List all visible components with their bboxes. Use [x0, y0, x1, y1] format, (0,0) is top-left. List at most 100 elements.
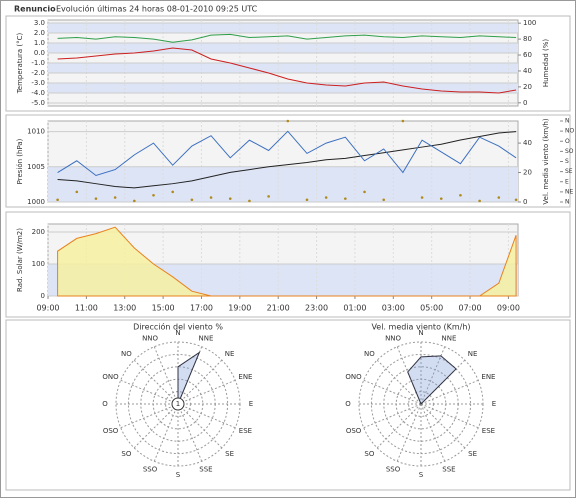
direction-label: SE [468, 450, 477, 458]
direction-label: O [102, 400, 108, 408]
direction-point [113, 196, 117, 199]
y-tick-label: -5.0 [31, 99, 45, 107]
y-tick-label: 2.0 [34, 29, 45, 37]
x-tick-label: 01:00 [343, 304, 366, 313]
x-tick-label: 13:00 [113, 304, 136, 313]
x-tick-label: 15:00 [152, 304, 175, 313]
direction-label: SSE [442, 466, 455, 474]
y-tick-label: 200 [32, 228, 45, 236]
direction-label: ESE [239, 427, 252, 435]
direction-point [133, 199, 136, 203]
x-tick-label: 05:00 [420, 304, 443, 313]
y-tick-label: -1.0 [31, 59, 45, 67]
direction-point [171, 190, 174, 194]
direction-label: SO [121, 450, 131, 458]
x-tick-label: 07:00 [459, 304, 482, 313]
x-tick-label: 11:00 [75, 304, 98, 313]
direction-label: SSO [143, 466, 158, 474]
direction-label: S [176, 471, 181, 479]
y-tick-label: 1010 [27, 128, 45, 136]
area [57, 226, 517, 297]
direction-point [305, 198, 309, 202]
direction-label: SSE [199, 466, 212, 474]
y-axis-title: Temperatura (°C) [16, 32, 24, 94]
direction-label: NNO [142, 334, 158, 342]
direction-label: NO [121, 350, 132, 358]
direction-point [344, 197, 347, 200]
y2-tick-label: 40 [523, 67, 532, 75]
rose-title: Dirección del viento % [133, 322, 223, 332]
direction-point [324, 196, 328, 199]
y3-tick-label: O [565, 138, 570, 145]
direction-point [514, 198, 518, 202]
direction-point [152, 193, 155, 197]
direction-point [420, 196, 424, 199]
direction-point [401, 119, 405, 123]
direction-label: NNE [441, 334, 456, 342]
direction-label: E [492, 400, 496, 408]
band [48, 23, 518, 33]
band [48, 166, 518, 202]
direction-point [497, 196, 501, 199]
x-tick-label: 03:00 [382, 304, 405, 313]
y2-tick-label: 20 [523, 83, 532, 91]
y-tick-label: 0.0 [34, 49, 45, 57]
direction-label: N [418, 329, 423, 337]
direction-label: S [419, 471, 424, 479]
direction-point [363, 190, 366, 194]
calm-value: 1 [176, 400, 180, 408]
direction-point [94, 197, 98, 200]
y2-tick-label: 0 [523, 198, 527, 206]
y3-tick-label: N [565, 118, 570, 125]
y-axis-title: Presión (hPa) [16, 138, 24, 184]
direction-label: ONO [102, 373, 119, 381]
direction-point [56, 198, 59, 202]
line [57, 130, 517, 177]
y2-tick-label: 80 [523, 35, 532, 43]
direction-label: NNE [198, 334, 213, 342]
direction-label: NO [364, 350, 375, 358]
direction-point [190, 198, 194, 202]
direction-point [248, 199, 251, 203]
y-tick-label: 0 [41, 292, 45, 300]
direction-point [459, 193, 462, 197]
direction-label: ENE [238, 373, 252, 381]
y3-tick-label: N [565, 199, 570, 206]
x-tick-label: 09:00 [36, 304, 59, 313]
direction-label: E [249, 400, 253, 408]
line [57, 33, 517, 43]
direction-point [75, 190, 79, 194]
y3-tick-label: SE [565, 168, 573, 175]
y-tick-label: -4.0 [31, 89, 45, 97]
y-tick-label: -3.0 [31, 79, 45, 87]
direction-point [382, 198, 386, 202]
y-tick-label: 1000 [27, 198, 45, 206]
x-tick-label: 19:00 [228, 304, 251, 313]
y3-tick-label: NE [565, 188, 573, 195]
direction-label: ONO [345, 373, 362, 381]
rose-area [177, 351, 201, 405]
y-tick-label: 1.0 [34, 39, 45, 47]
band [48, 63, 518, 73]
line [57, 47, 517, 94]
y2-axis-title: Humedad (%) [542, 39, 550, 88]
subtitle: Evolución últimas 24 horas 08-01-2010 09… [56, 4, 258, 14]
panel-frame [5, 319, 571, 491]
direction-label: SE [225, 450, 234, 458]
direction-point [267, 195, 270, 198]
direction-label: NNO [385, 334, 401, 342]
x-tick-label: 23:00 [305, 304, 328, 313]
x-tick-label: 21:00 [267, 304, 290, 313]
direction-point [286, 119, 290, 123]
y2-axis-title: Vel. media viento (km/h) [542, 118, 550, 204]
y3-tick-label: S [565, 158, 569, 165]
direction-label: SSO [386, 466, 401, 474]
direction-label: N [175, 329, 180, 337]
y2-tick-label: 0 [523, 99, 527, 107]
direction-label: SO [364, 450, 374, 458]
direction-label: NE [468, 350, 478, 358]
y3-tick-label: SO [565, 148, 574, 155]
y2-tick-label: 40 [523, 139, 532, 147]
y-tick-label: 3.0 [34, 19, 45, 27]
